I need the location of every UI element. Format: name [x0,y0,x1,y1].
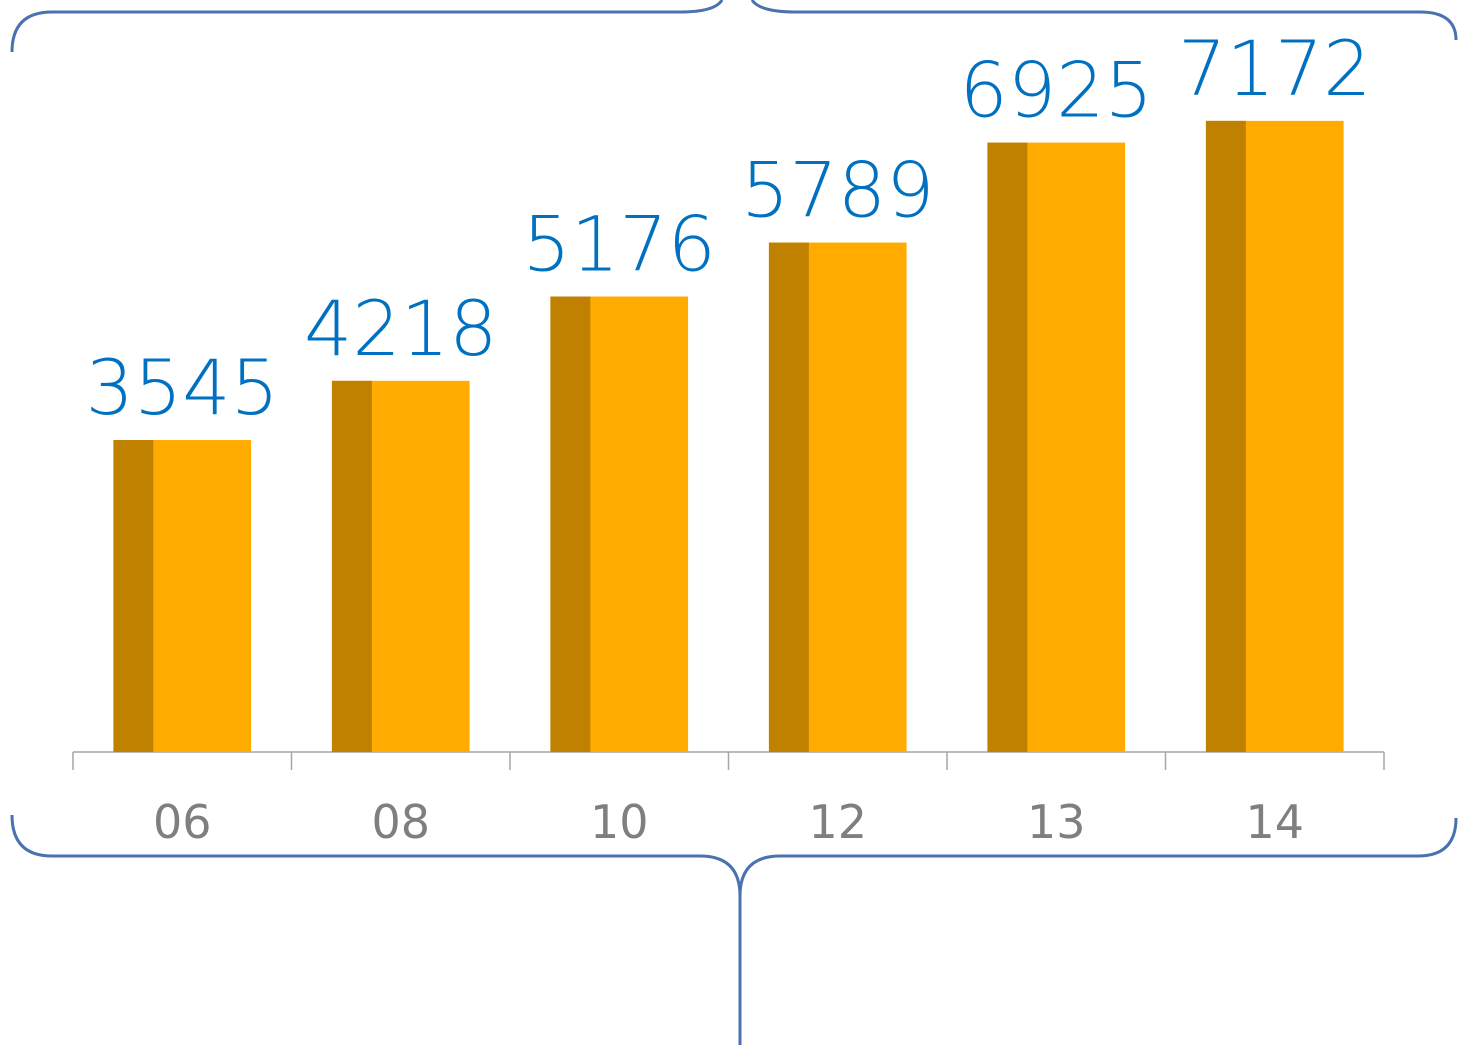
bar [1205,120,1344,752]
value-label: 6925 [960,46,1153,135]
x-tick-label: 08 [371,795,430,849]
bar-side [550,296,591,752]
bar [550,296,689,752]
bottom-brace [10,814,1458,1045]
bar-side [331,380,372,752]
bar [113,440,252,752]
x-tick-label: 10 [590,795,649,849]
bar-side [987,142,1028,753]
bar-side [113,440,154,752]
bar [331,380,470,752]
x-tick-label: 13 [1027,795,1086,849]
x-tick-label: 06 [153,795,212,849]
value-label: 5176 [523,200,716,289]
value-label: 7172 [1178,24,1371,113]
bar [768,242,907,752]
bar-side [768,242,809,752]
top-brace [10,0,1458,53]
value-label: 5789 [741,146,934,235]
bar-side [1205,120,1246,752]
x-tick-label: 12 [808,795,867,849]
value-label: 3545 [86,343,279,432]
bar [987,142,1126,753]
x-tick-label: 14 [1245,795,1304,849]
value-label: 4218 [304,284,497,373]
